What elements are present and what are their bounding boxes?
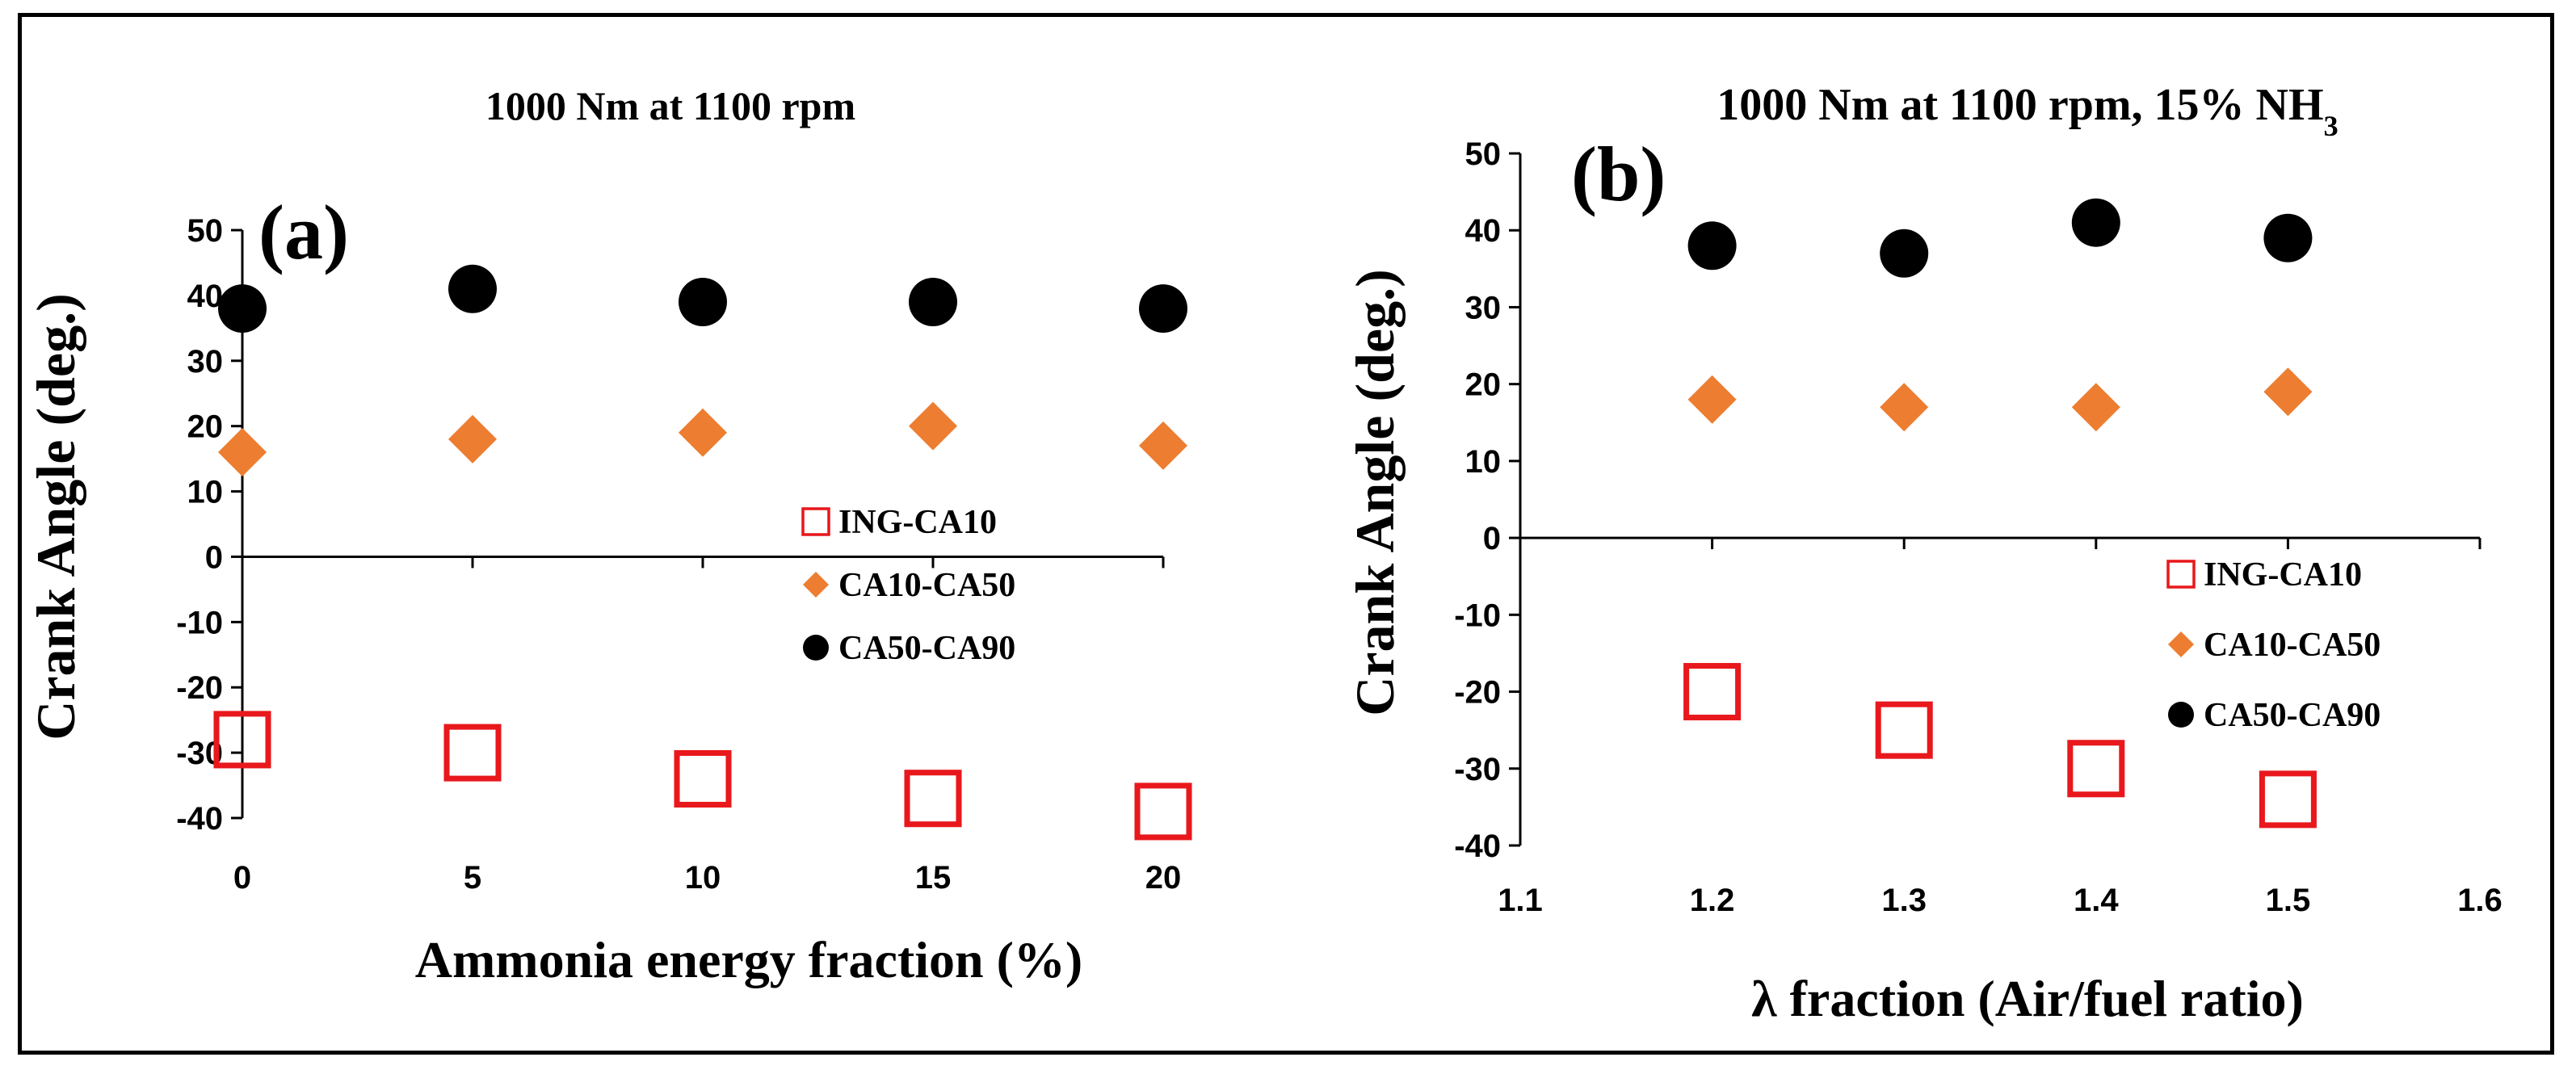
x-tick-label: 1.6: [2457, 883, 2502, 918]
x-tick-label: 5: [464, 860, 481, 896]
data-point: [2071, 383, 2120, 432]
chart-panel-a: 1000 Nm at 1100 rpm(a)-40-30-20-10010203…: [25, 83, 1192, 988]
y-tick-label: -10: [176, 605, 223, 640]
y-tick-label: 20: [1465, 367, 1502, 403]
series-ca50-ca90: [218, 264, 1187, 334]
y-tick-label: -30: [1454, 752, 1501, 787]
data-point: [1687, 375, 1737, 424]
y-tick-label: 10: [1465, 444, 1502, 480]
data-point: [1687, 221, 1737, 271]
data-point: [1139, 284, 1187, 334]
y-tick-label: 40: [1465, 213, 1502, 249]
data-point: [909, 401, 957, 451]
chart-panel-b: 1000 Nm at 1100 rpm, 15% NH3 (b) -40 -30 -20…: [1344, 80, 2502, 1027]
data-point: [448, 414, 497, 464]
legend-label: CA10-CA50: [838, 567, 1015, 604]
y-tick-label: 30: [187, 344, 224, 380]
y-tick-label: -10: [1454, 598, 1501, 633]
legend-marker: [803, 635, 829, 661]
data-point: [1880, 383, 1929, 432]
series-ing-ca10: [1683, 663, 2317, 829]
legend-marker: [2166, 560, 2196, 589]
figure-frame: [18, 13, 2554, 1055]
data-point: [679, 277, 727, 326]
x-tick-label: 20: [1145, 860, 1182, 896]
data-point: [904, 770, 962, 828]
x-tick-label: 15: [915, 860, 952, 896]
legend-marker: [2168, 702, 2194, 728]
data-point: [218, 284, 267, 334]
y-tick-label: 20: [187, 409, 224, 445]
chart-title: 1000 Nm at 1100 rpm, 15% NH3: [1717, 80, 2339, 142]
legend-label: CA50-CA90: [838, 630, 1015, 667]
data-point: [909, 277, 957, 326]
x-tick-label: 0: [233, 860, 251, 896]
y-tick-label: 0: [205, 539, 223, 575]
data-point: [213, 711, 271, 769]
y-tick-label: 30: [1465, 290, 1502, 325]
data-point: [2067, 740, 2125, 798]
data-point: [1139, 421, 1187, 470]
data-point: [2263, 367, 2313, 417]
data-point: [2263, 213, 2313, 262]
legend-marker: [801, 507, 830, 536]
y-axis-title: Crank Angle (deg.): [1344, 269, 1406, 715]
x-tick-label: 10: [685, 860, 721, 896]
data-point: [2071, 198, 2120, 247]
data-point: [2259, 770, 2317, 829]
data-point: [1134, 782, 1192, 841]
legend-marker: [2168, 631, 2194, 657]
x-tick-label: 1.2: [1690, 883, 1735, 918]
x-tick-label: 1.4: [2074, 883, 2119, 918]
legend-label: ING-CA10: [2204, 556, 2362, 594]
x-axis-title: Ammonia energy fraction (%): [415, 931, 1082, 988]
data-point: [218, 428, 267, 477]
legend-marker: [803, 572, 829, 598]
legend: ING-CA10 CA10-CA50 CA50-CA90: [801, 504, 1015, 667]
legend-label: CA50-CA90: [2204, 697, 2381, 734]
y-tick-label: -40: [176, 801, 223, 837]
x-tick-label: 1.5: [2266, 883, 2311, 918]
series-ing-ca10: [213, 711, 1192, 841]
y-tick-label: 10: [187, 475, 224, 510]
series-ca50-ca90: [1687, 198, 2313, 278]
data-point: [443, 724, 502, 782]
y-tick-label: 50: [1465, 136, 1502, 172]
panel-label: (a): [258, 189, 349, 275]
x-axis-title: λ fraction (Air/fuel ratio): [1751, 970, 2304, 1027]
legend: ING-CA10 CA10-CA50 CA50-CA90: [2166, 556, 2381, 734]
y-tick-label: -40: [1454, 829, 1501, 864]
panel-label: (b): [1571, 131, 1666, 217]
data-point: [674, 749, 732, 808]
data-point: [679, 408, 727, 457]
title-subscript: 3: [2324, 110, 2339, 142]
y-tick-label: 40: [187, 279, 224, 314]
data-point: [448, 264, 497, 313]
series-ca10-ca50: [1687, 367, 2313, 432]
data-point: [1683, 663, 1742, 721]
legend-label: ING-CA10: [838, 504, 997, 541]
y-tick-label: 50: [187, 213, 224, 249]
data-point: [1880, 229, 1929, 278]
y-tick-label: -20: [176, 670, 223, 706]
chart-title: 1000 Nm at 1100 rpm: [485, 83, 855, 128]
series-ca10-ca50: [218, 401, 1187, 477]
y-axis-title: Crank Angle (deg.): [25, 293, 86, 740]
x-tick-label: 1.3: [1881, 883, 1927, 918]
x-tick-label: 1.1: [1498, 883, 1543, 918]
y-tick-label: 0: [1483, 521, 1501, 556]
y-tick-label: -20: [1454, 675, 1501, 711]
data-point: [1875, 701, 1933, 759]
legend-label: CA10-CA50: [2204, 627, 2381, 664]
